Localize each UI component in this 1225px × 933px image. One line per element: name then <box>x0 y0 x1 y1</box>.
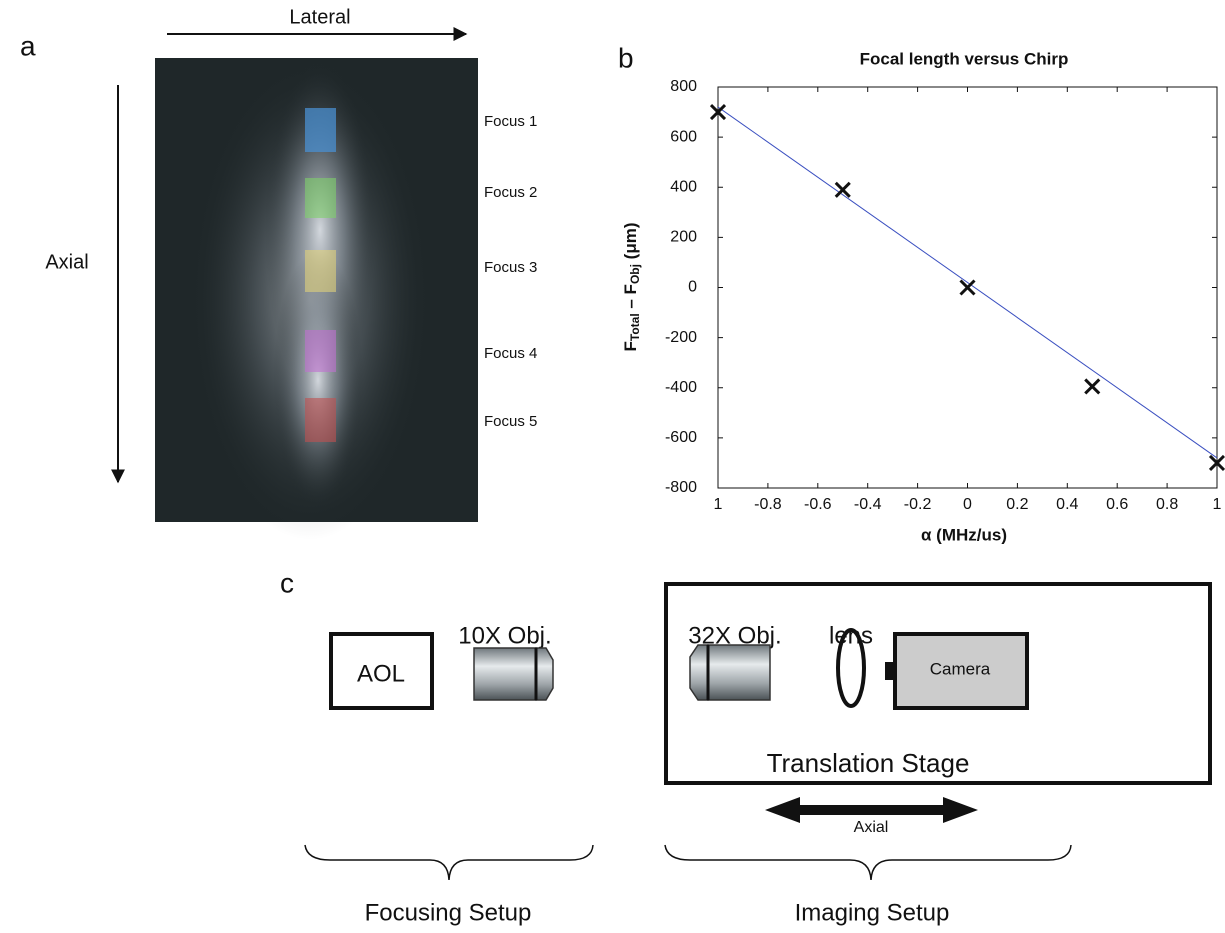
brace <box>664 844 1072 881</box>
y-axis-label-part: Total <box>628 313 642 341</box>
x-axis-label: α (MHz/us) <box>921 525 1007 544</box>
y-axis-label-part: Obj <box>628 264 642 284</box>
x-tick-label: 1 <box>1213 496 1222 513</box>
stage-box <box>664 582 1212 785</box>
lateral-label: Lateral <box>289 6 350 28</box>
y-axis-label-part: F <box>621 341 640 351</box>
panel-letter: b <box>618 42 634 73</box>
lens-label: lens <box>829 622 873 649</box>
data-point <box>834 181 851 198</box>
focus-label: Focus 1 <box>484 113 537 130</box>
y-tick-label: 400 <box>670 178 697 195</box>
x-tick-label: 1 <box>714 496 723 513</box>
y-tick-label: -400 <box>665 379 697 396</box>
objective <box>473 647 554 701</box>
marker-stroke <box>1084 378 1101 395</box>
y-axis-label-part: – F <box>621 284 640 313</box>
x-tick-label: -0.8 <box>754 496 782 513</box>
axial-label: Axial <box>45 251 88 273</box>
marker-stroke <box>834 181 851 198</box>
marker-stroke <box>709 104 727 121</box>
objective-label: 10X Obj. <box>458 622 551 649</box>
axial-double-arrow <box>765 797 978 823</box>
data-point <box>709 104 727 121</box>
aol-label: AOL <box>357 660 405 687</box>
y-tick-label: 200 <box>670 229 697 246</box>
chart-title: Focal length versus Chirp <box>860 49 1069 68</box>
focus-label: Focus 3 <box>484 259 537 276</box>
panel-letter: a <box>20 30 36 61</box>
x-tick-label: 0.2 <box>1006 496 1028 513</box>
marker-stroke <box>1208 454 1225 471</box>
brace <box>304 844 594 881</box>
setup-label: Focusing Setup <box>365 899 532 926</box>
focus-label: Focus 2 <box>484 184 537 201</box>
y-tick-label: 600 <box>670 128 697 145</box>
aol-box <box>329 632 434 710</box>
setup-label: Imaging Setup <box>795 899 950 926</box>
y-tick-label: 800 <box>670 78 697 95</box>
y-tick-label: -200 <box>665 329 697 346</box>
lens <box>836 628 866 708</box>
camera-label: Camera <box>930 659 991 678</box>
x-tick-label: 0 <box>963 496 972 513</box>
fit-line <box>717 106 1218 459</box>
y-axis-label: FTotal – FObj (μm) <box>621 222 641 351</box>
data-point <box>959 279 976 296</box>
focus-label: Focus 4 <box>484 345 537 362</box>
marker-stroke <box>959 279 976 296</box>
x-tick-label: 0.6 <box>1106 496 1128 513</box>
y-tick-label: 0 <box>688 279 697 296</box>
x-tick-label: -0.4 <box>854 496 882 513</box>
focus-label: Focus 5 <box>484 413 537 430</box>
x-tick-label: -0.2 <box>904 496 932 513</box>
y-tick-label: -600 <box>665 429 697 446</box>
objective <box>689 644 771 701</box>
stage-label: Translation Stage <box>767 748 970 778</box>
panel-letter: c <box>280 567 294 598</box>
data-point <box>1084 378 1101 395</box>
y-tick-label: -800 <box>665 479 697 496</box>
camera-box <box>893 632 1029 710</box>
x-tick-label: 0.8 <box>1156 496 1178 513</box>
data-point <box>1208 454 1225 471</box>
camera-mount <box>885 662 894 680</box>
y-axis-label-part: (μm) <box>621 222 640 264</box>
axial-label: Axial <box>854 819 889 836</box>
x-tick-label: 0.4 <box>1056 496 1078 513</box>
x-tick-label: -0.6 <box>804 496 832 513</box>
beam-image <box>155 58 478 540</box>
